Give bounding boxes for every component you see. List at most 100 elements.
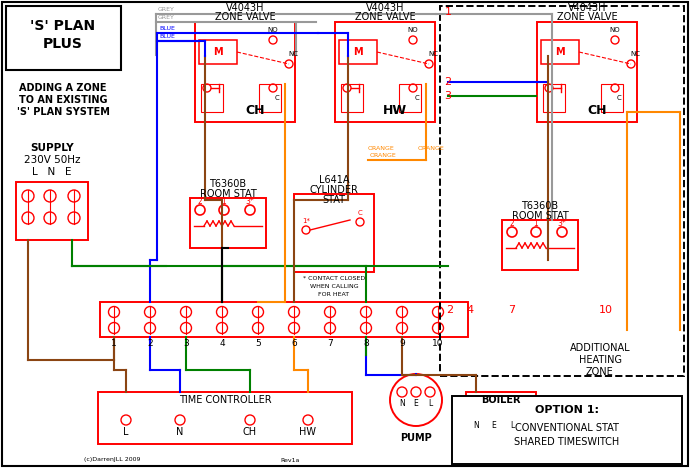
Circle shape: [489, 407, 499, 417]
Bar: [335, 22, 435, 122]
Bar: [199, 40, 237, 64]
Text: 10: 10: [599, 305, 613, 315]
Circle shape: [44, 190, 56, 202]
Text: 4: 4: [466, 305, 473, 315]
Text: NC: NC: [288, 51, 298, 57]
Text: 3: 3: [183, 338, 189, 348]
Text: 5: 5: [255, 338, 261, 348]
Text: N: N: [399, 400, 405, 409]
Bar: [543, 84, 565, 112]
Text: 2: 2: [444, 77, 451, 87]
Circle shape: [409, 84, 417, 92]
Text: NO: NO: [408, 27, 418, 33]
Circle shape: [557, 227, 567, 237]
Text: M: M: [555, 47, 565, 57]
Bar: [339, 40, 377, 64]
Circle shape: [409, 36, 417, 44]
Text: HW: HW: [383, 103, 407, 117]
Bar: [16, 182, 88, 240]
Circle shape: [611, 84, 619, 92]
Circle shape: [217, 322, 228, 334]
Circle shape: [285, 60, 293, 68]
Circle shape: [269, 84, 277, 92]
Text: FOR HEAT: FOR HEAT: [319, 292, 350, 297]
Circle shape: [303, 415, 313, 425]
Text: L: L: [428, 400, 432, 409]
Text: BLUE: BLUE: [159, 26, 175, 31]
Text: ROOM STAT: ROOM STAT: [511, 211, 569, 221]
Bar: [541, 40, 579, 64]
Text: PLUS: PLUS: [43, 37, 83, 51]
Text: ZONE VALVE: ZONE VALVE: [355, 12, 415, 22]
Circle shape: [356, 218, 364, 226]
Circle shape: [627, 60, 635, 68]
Text: 6: 6: [291, 338, 297, 348]
Circle shape: [433, 322, 444, 334]
Circle shape: [360, 322, 371, 334]
Circle shape: [324, 307, 335, 317]
Circle shape: [288, 322, 299, 334]
Text: 2: 2: [197, 197, 202, 205]
Circle shape: [181, 307, 192, 317]
Text: CH: CH: [243, 427, 257, 437]
Text: C: C: [275, 95, 279, 101]
Text: ORANGE: ORANGE: [370, 153, 397, 158]
Text: ORANGE: ORANGE: [368, 146, 395, 151]
Text: Rev1a: Rev1a: [280, 458, 299, 462]
Text: TIME CONTROLLER: TIME CONTROLLER: [179, 395, 271, 405]
Text: 230V 50Hz: 230V 50Hz: [23, 155, 80, 165]
Text: NC: NC: [630, 51, 640, 57]
Circle shape: [22, 212, 34, 224]
Text: 3*: 3*: [558, 219, 566, 227]
Text: 3: 3: [444, 91, 451, 101]
Text: 2: 2: [510, 219, 514, 227]
Circle shape: [360, 307, 371, 317]
Circle shape: [471, 407, 481, 417]
Bar: [100, 302, 468, 337]
Circle shape: [302, 226, 310, 234]
Text: OPTION 1:: OPTION 1:: [535, 405, 599, 415]
Text: GREY: GREY: [158, 7, 175, 12]
Text: L641A: L641A: [319, 175, 349, 185]
Circle shape: [397, 322, 408, 334]
Text: ADDING A ZONE: ADDING A ZONE: [19, 83, 107, 93]
Circle shape: [121, 415, 131, 425]
Text: 2: 2: [446, 305, 453, 315]
Text: 1: 1: [221, 197, 226, 205]
Text: HW: HW: [299, 427, 317, 437]
Circle shape: [144, 322, 155, 334]
Text: 2: 2: [147, 338, 152, 348]
Text: M: M: [213, 47, 223, 57]
Text: L: L: [510, 421, 514, 430]
Circle shape: [68, 190, 80, 202]
Text: NO: NO: [610, 27, 620, 33]
Text: 1*: 1*: [302, 218, 310, 224]
Circle shape: [411, 387, 421, 397]
Text: L   N   E: L N E: [32, 167, 72, 177]
Circle shape: [108, 322, 119, 334]
Circle shape: [531, 227, 541, 237]
Circle shape: [433, 307, 444, 317]
Bar: [440, 6, 684, 376]
Circle shape: [181, 322, 192, 334]
Circle shape: [245, 415, 255, 425]
Circle shape: [269, 36, 277, 44]
Circle shape: [195, 205, 205, 215]
Text: 1: 1: [111, 338, 117, 348]
Text: TO AN EXISTING: TO AN EXISTING: [19, 95, 107, 105]
Text: 1: 1: [533, 219, 538, 227]
Text: 9: 9: [399, 338, 405, 348]
Text: ZONE VALVE: ZONE VALVE: [557, 12, 618, 22]
Text: 7: 7: [509, 305, 515, 315]
Text: ORANGE: ORANGE: [418, 146, 445, 151]
Text: NO: NO: [268, 27, 278, 33]
Text: SUPPLY: SUPPLY: [30, 143, 74, 153]
Text: NC: NC: [428, 51, 438, 57]
Text: ROOM STAT: ROOM STAT: [199, 189, 257, 199]
Circle shape: [425, 60, 433, 68]
Text: PUMP: PUMP: [400, 433, 432, 443]
Circle shape: [219, 205, 229, 215]
Bar: [6, 6, 121, 70]
Text: E: E: [413, 400, 418, 409]
Circle shape: [324, 322, 335, 334]
